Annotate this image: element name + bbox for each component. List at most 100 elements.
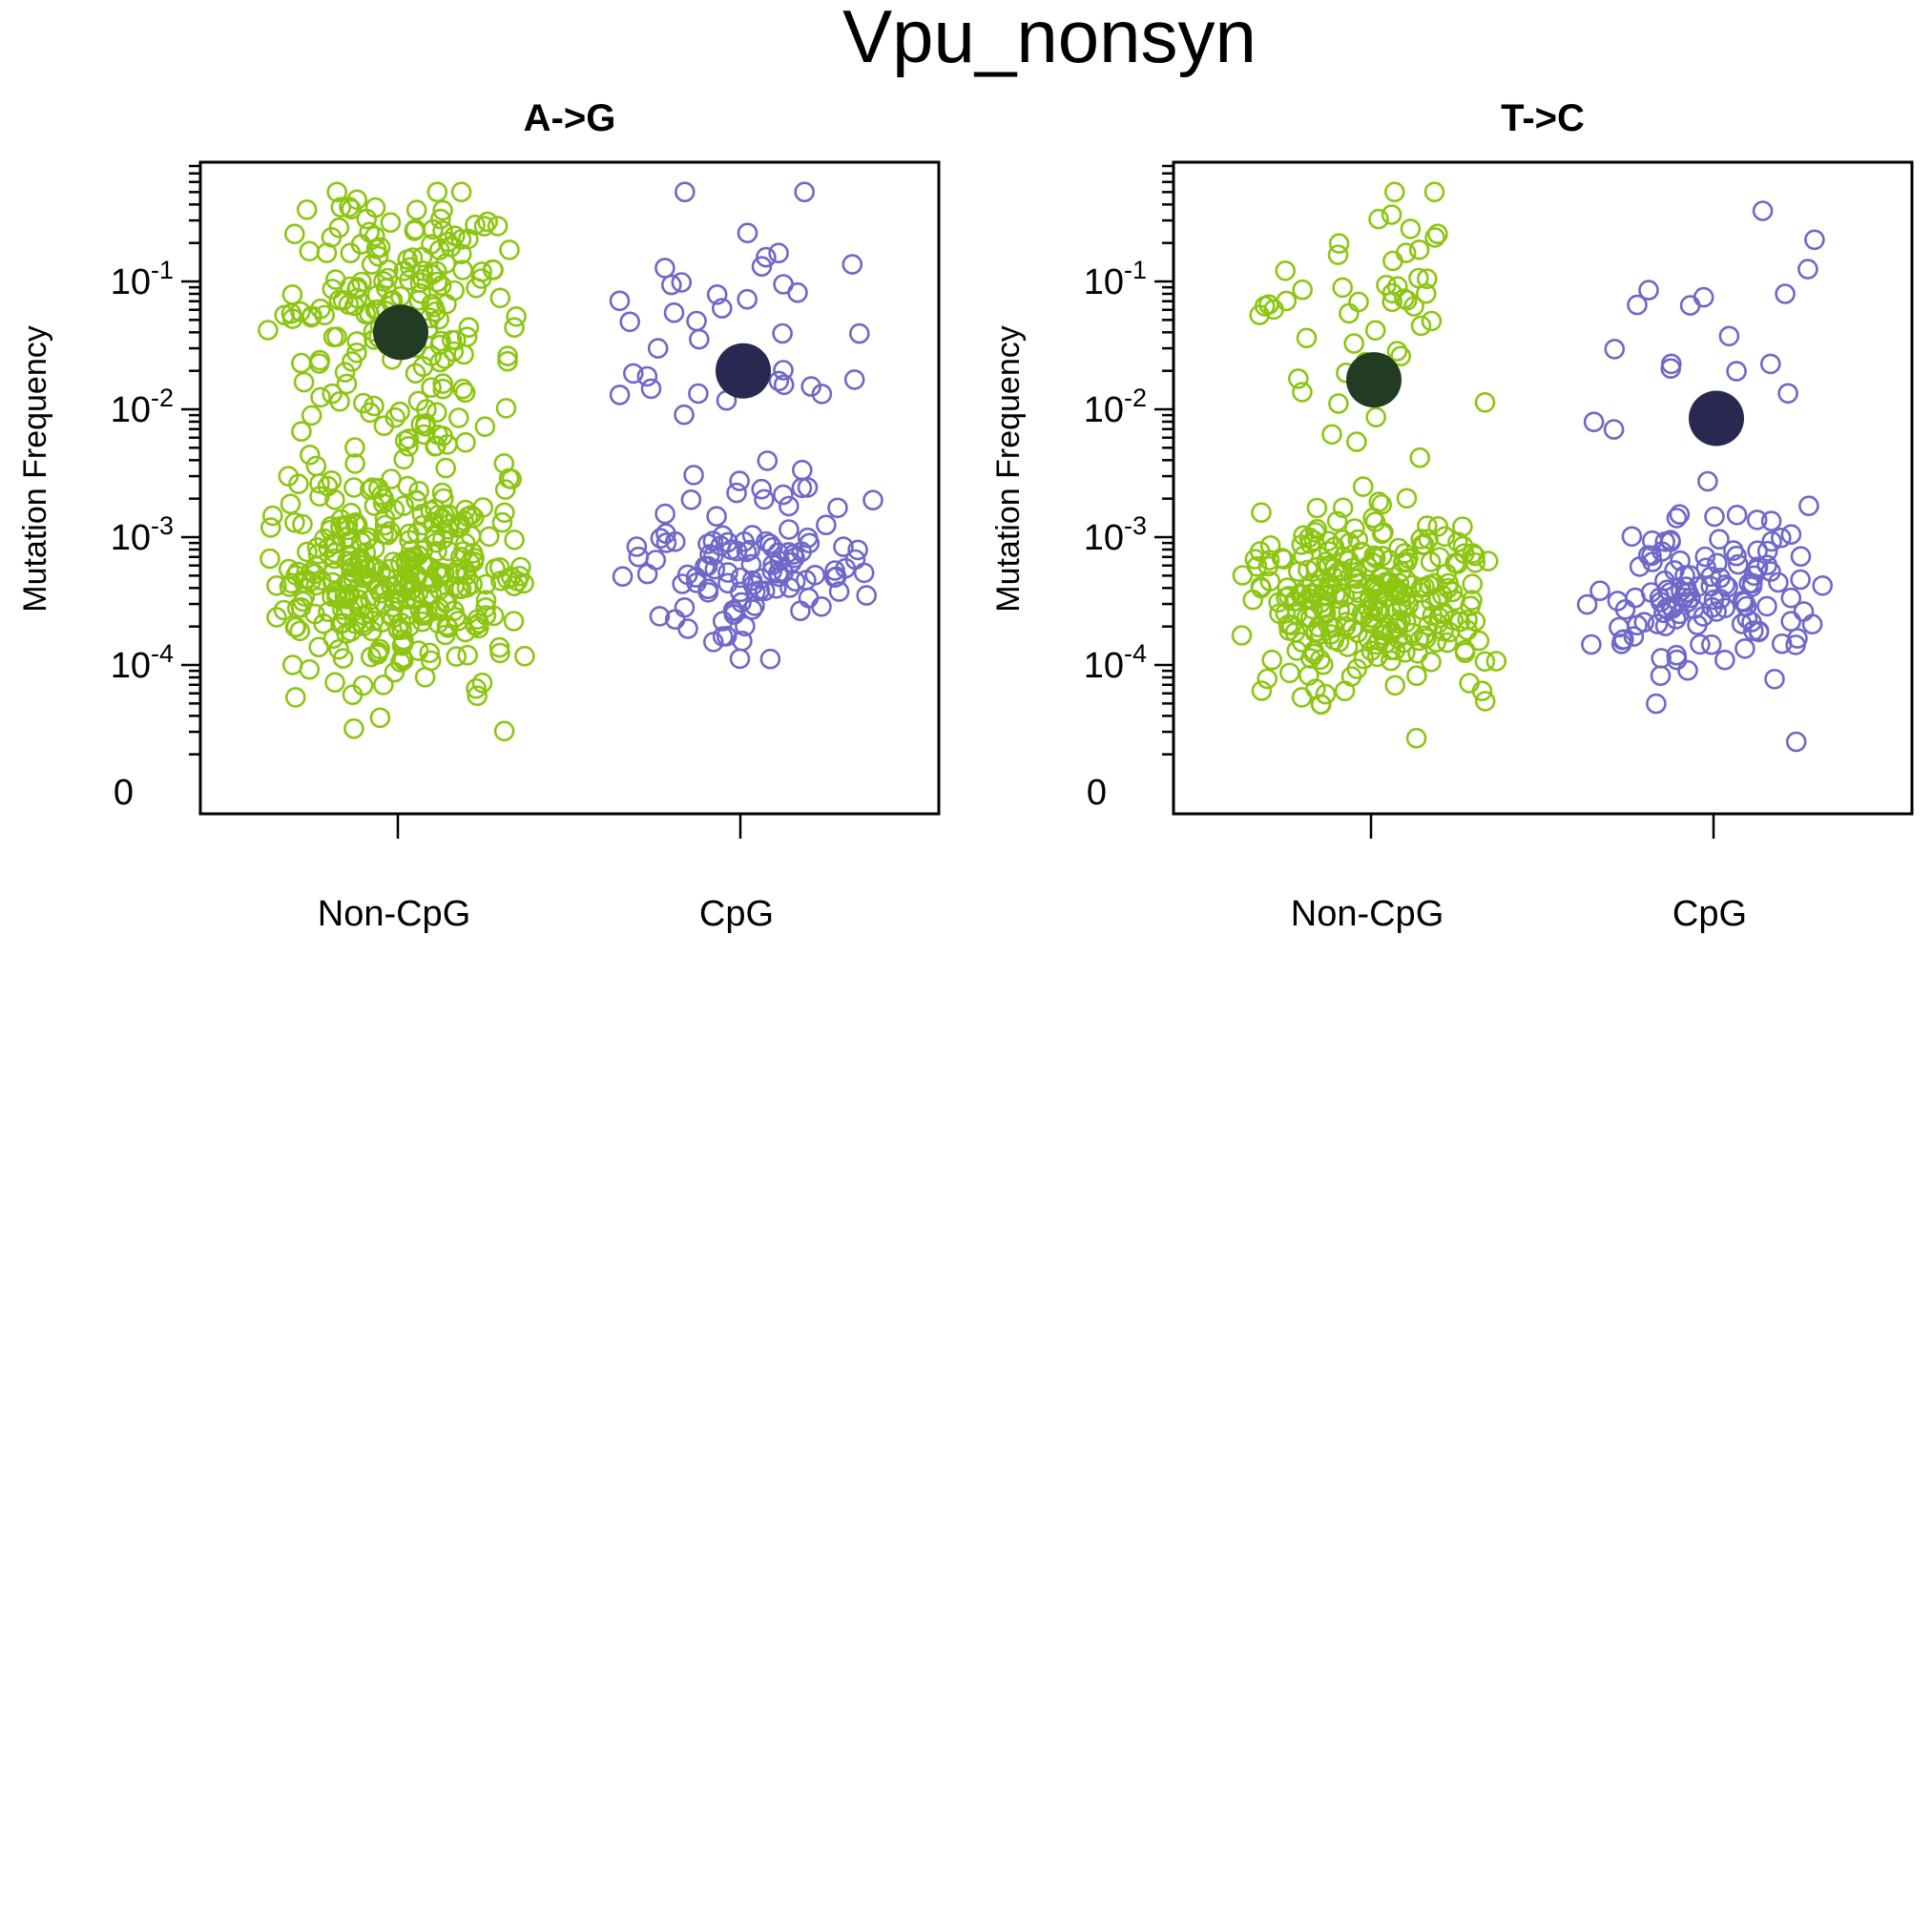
- data-point: [688, 328, 710, 350]
- data-point: [1474, 391, 1496, 413]
- data-point: [383, 596, 405, 618]
- data-point: [796, 570, 817, 591]
- data-point: [1652, 541, 1672, 562]
- data-point: [798, 587, 820, 609]
- data-point: [751, 256, 773, 278]
- data-point: [1328, 393, 1349, 414]
- data-point: [726, 482, 747, 504]
- data-point: [680, 488, 702, 510]
- data-point: [301, 405, 322, 426]
- data-point: [1410, 315, 1432, 337]
- data-point: [856, 585, 878, 606]
- data-point: [1405, 727, 1427, 749]
- data-point: [759, 533, 780, 554]
- data-point: [1457, 609, 1478, 631]
- data-point: [1654, 615, 1676, 636]
- data-point: [1301, 588, 1322, 610]
- data-point: [720, 539, 742, 561]
- data-point: [1801, 613, 1823, 635]
- data-point: [1701, 634, 1722, 655]
- data-point: [1621, 526, 1643, 548]
- data-point: [1313, 654, 1334, 675]
- data-point: [1790, 569, 1811, 591]
- series-points-non-cpg: [1231, 181, 1507, 749]
- y-tick-label: 10-2: [1084, 384, 1147, 430]
- data-point: [452, 378, 474, 400]
- data-point: [1412, 599, 1433, 621]
- data-point: [773, 274, 794, 295]
- data-point: [1446, 553, 1468, 574]
- data-point: [266, 607, 287, 628]
- data-point: [843, 369, 865, 390]
- data-point: [1764, 668, 1785, 690]
- data-point: [400, 540, 422, 561]
- data-point: [339, 276, 361, 298]
- data-point: [754, 488, 775, 510]
- data-point: [702, 632, 724, 653]
- data-point: [1726, 361, 1747, 382]
- data-point: [626, 536, 648, 557]
- data-point: [1693, 606, 1714, 627]
- data-point: [1339, 532, 1361, 553]
- x-tick-label: CpG: [699, 894, 774, 934]
- data-point: [455, 431, 476, 453]
- data-point: [1261, 649, 1282, 671]
- data-point: [1244, 549, 1266, 570]
- data-point: [450, 578, 472, 600]
- data-point: [474, 416, 496, 438]
- data-point: [1306, 518, 1328, 540]
- panel-title: A->G: [524, 97, 616, 139]
- data-point: [688, 383, 709, 405]
- data-point: [1462, 590, 1483, 611]
- data-point: [655, 532, 677, 553]
- data-point: [1403, 296, 1424, 317]
- data-point: [768, 370, 790, 392]
- y-ticks: [1154, 164, 1174, 756]
- data-point: [1381, 204, 1402, 225]
- data-point: [494, 479, 516, 500]
- data-point: [441, 329, 463, 351]
- data-point: [1660, 595, 1682, 617]
- data-point: [1232, 565, 1254, 586]
- data-point: [1400, 218, 1422, 239]
- data-point: [273, 599, 295, 621]
- data-point: [773, 360, 794, 381]
- data-point: [432, 378, 454, 400]
- data-point: [283, 223, 305, 244]
- data-point: [489, 287, 511, 309]
- panel-1: A->G Mutation Frequency 0 10-4 10-3 10-2 10-1 N…: [17, 97, 941, 934]
- data-point: [674, 404, 695, 426]
- data-point: [412, 260, 434, 281]
- data-point: [816, 514, 837, 536]
- data-point: [460, 525, 482, 547]
- data-point: [1362, 578, 1383, 600]
- data-point: [683, 465, 704, 486]
- data-point: [290, 352, 312, 374]
- data-point: [1375, 616, 1396, 638]
- data-point: [438, 540, 459, 562]
- data-point: [1611, 629, 1633, 651]
- data-point: [359, 221, 380, 243]
- data-point: [1452, 516, 1473, 537]
- data-point: [1305, 621, 1326, 642]
- data-point: [281, 308, 303, 329]
- plot-frame: [1172, 160, 1914, 816]
- data-point: [260, 548, 280, 570]
- data-point: [278, 558, 300, 580]
- data-point: [827, 497, 848, 519]
- data-point: [1361, 551, 1383, 573]
- data-point: [1748, 621, 1770, 643]
- data-point: [325, 581, 347, 603]
- data-point: [848, 322, 870, 344]
- data-point: [730, 567, 752, 589]
- data-point: [307, 543, 329, 565]
- data-point: [654, 258, 675, 279]
- data-point: [343, 295, 365, 317]
- data-point: [674, 181, 696, 202]
- data-point: [1407, 642, 1428, 664]
- data-point: [1408, 239, 1430, 260]
- data-point: [398, 435, 419, 457]
- data-point: [1418, 529, 1439, 550]
- data-point: [293, 371, 315, 393]
- data-point: [1409, 447, 1430, 468]
